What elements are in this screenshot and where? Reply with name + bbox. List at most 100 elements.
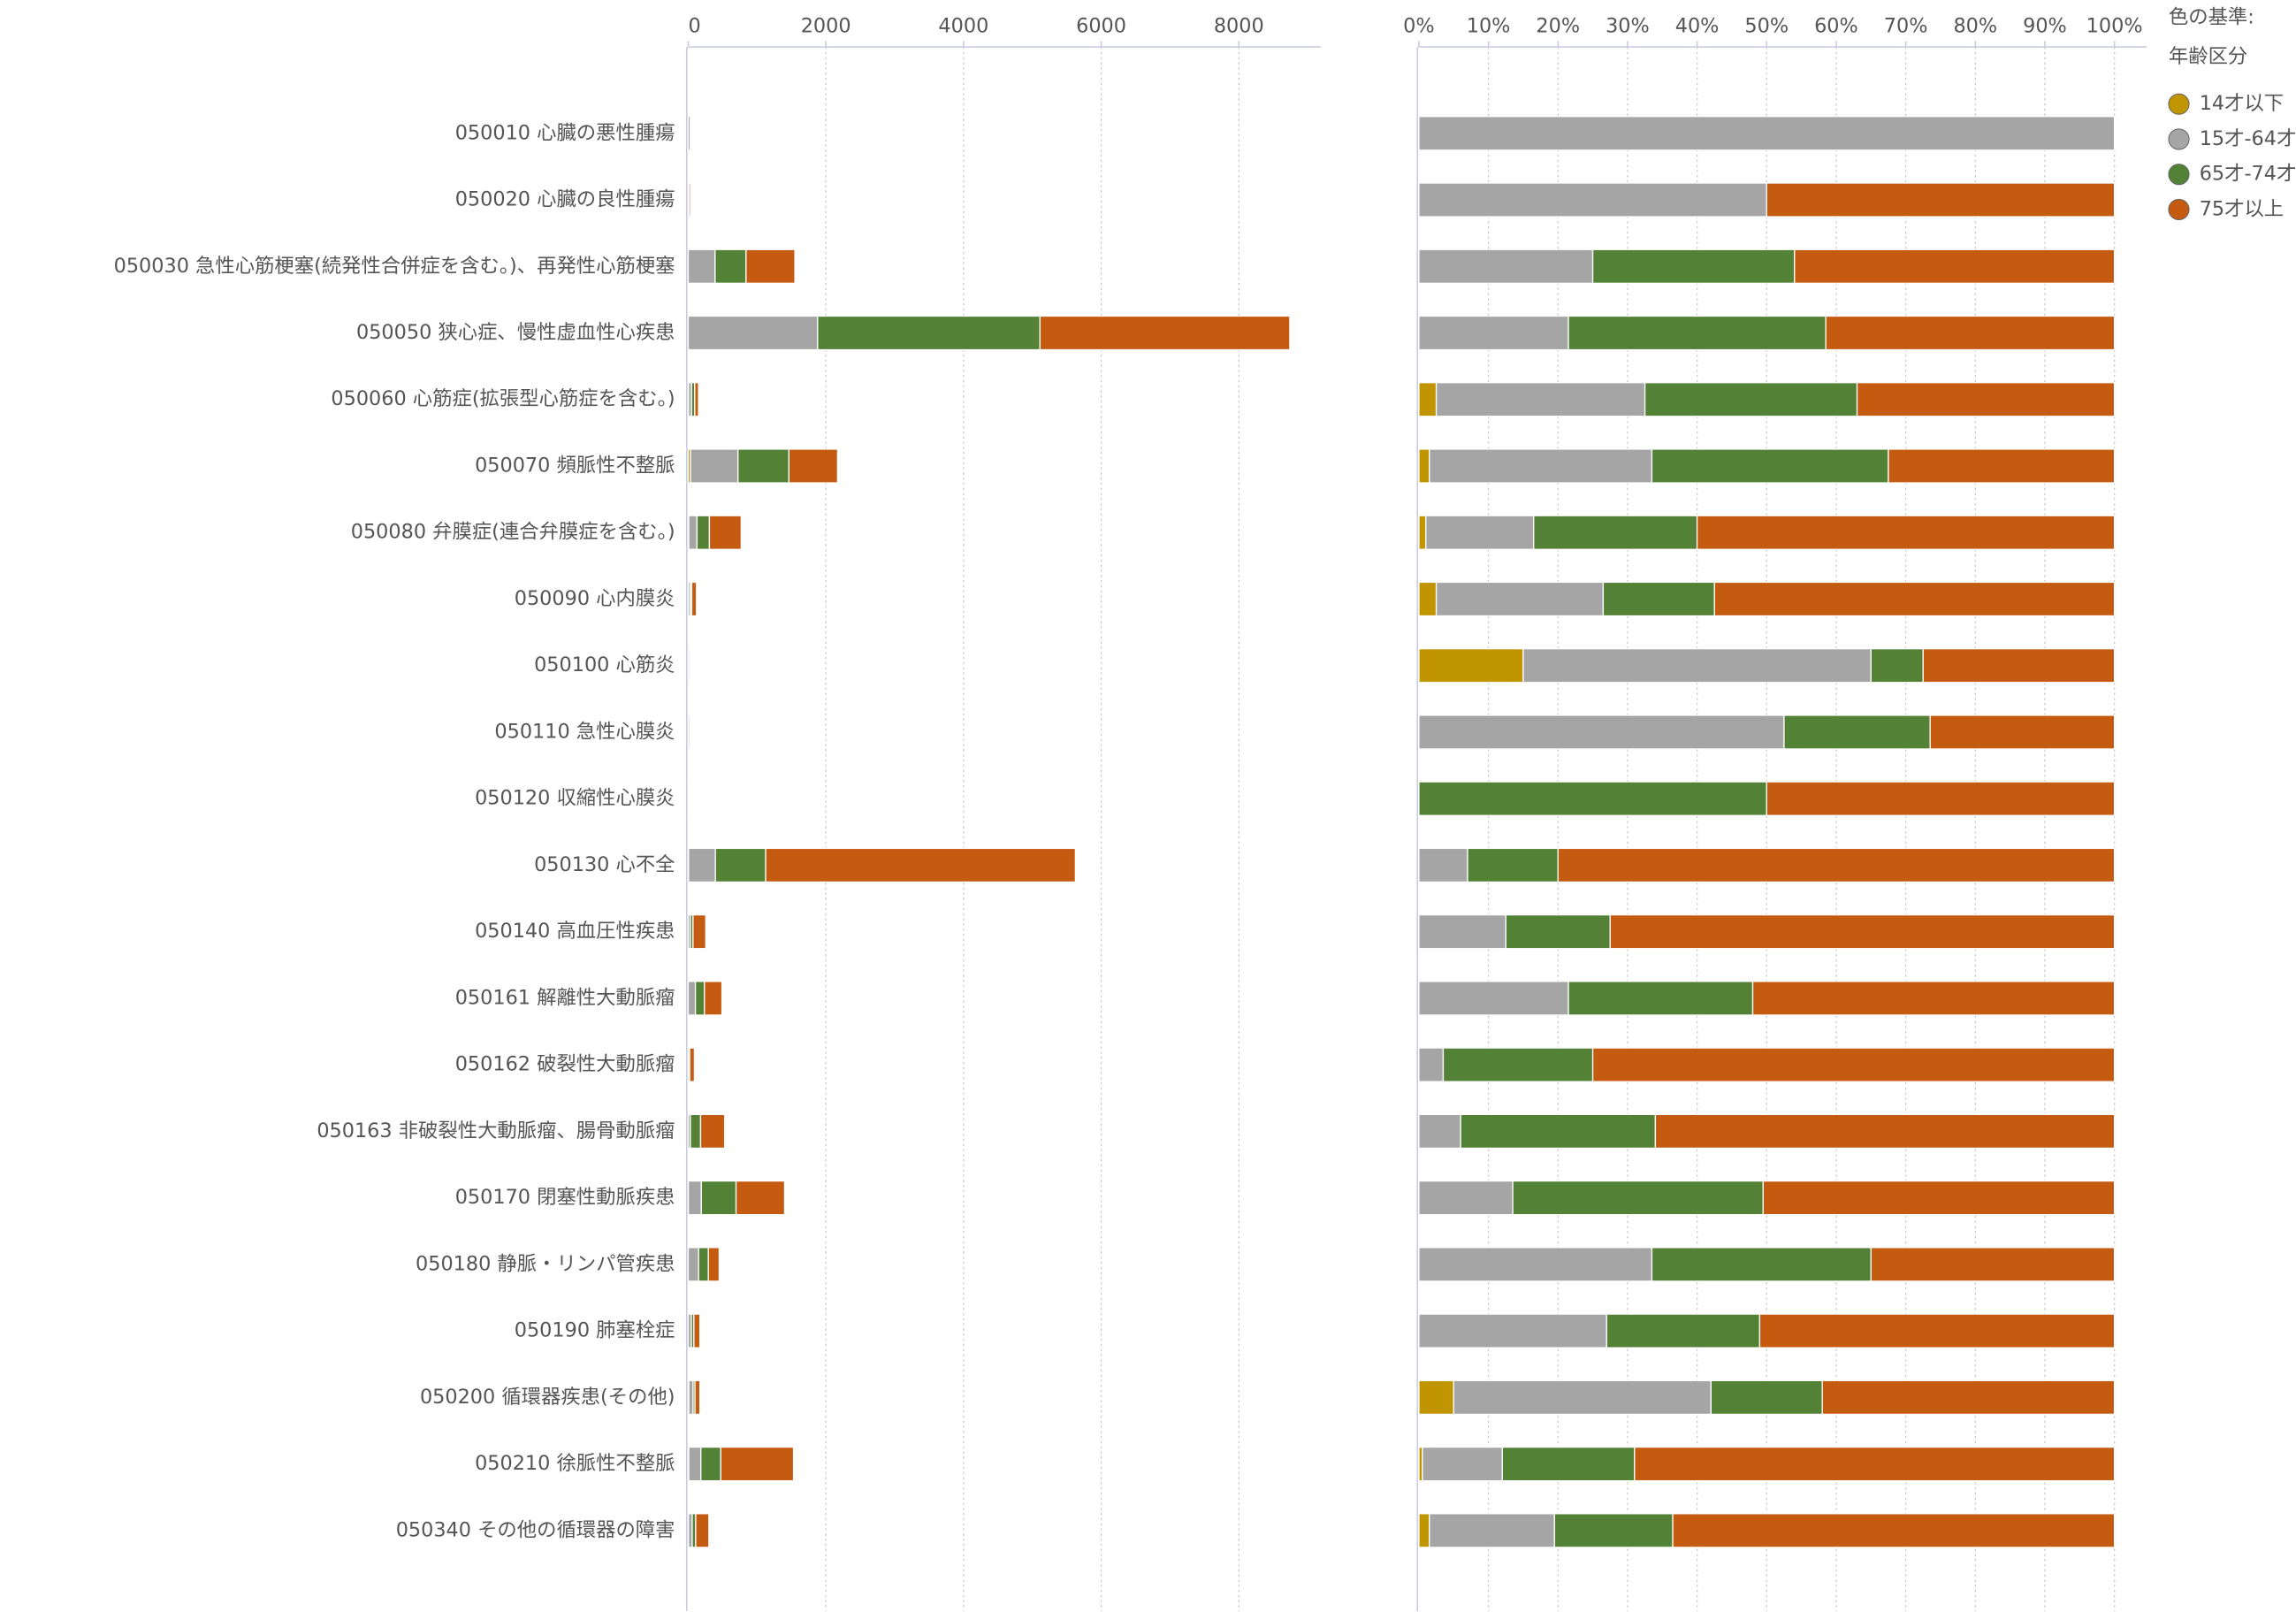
bar-segment xyxy=(1591,1047,2116,1082)
bar-segment xyxy=(687,116,691,151)
bar-segment xyxy=(1751,981,2116,1016)
x-tick-label: 50% xyxy=(1744,14,1789,37)
bar-segment xyxy=(688,1379,694,1416)
bar-segment xyxy=(1870,648,1924,684)
bar-segment xyxy=(1435,581,1605,617)
bar-segment xyxy=(1418,1180,1514,1216)
bar-segment xyxy=(688,1446,702,1482)
bar-segment xyxy=(1418,648,1524,684)
bar-segment xyxy=(1418,382,1438,417)
bar-segment xyxy=(1922,648,2116,684)
bar-segment xyxy=(1710,1379,1823,1416)
bar-segment xyxy=(689,1047,696,1082)
bar-segment xyxy=(1651,448,1889,484)
bar-segment xyxy=(1634,1446,2116,1482)
x-tick-label: 4000 xyxy=(938,14,988,37)
legend-swatch xyxy=(2168,93,2190,115)
category-label: 050170 閉塞性動脈疾患 xyxy=(455,1186,675,1209)
bar-segment xyxy=(1553,1513,1674,1548)
bar-segment xyxy=(689,182,692,218)
x-tick-label: 2000 xyxy=(801,14,851,37)
bar-segment xyxy=(788,448,839,484)
bar-segment xyxy=(1501,1446,1636,1482)
category-label: 050060 心筋症(拡張型心筋症を含む。) xyxy=(331,387,675,410)
bar-segment xyxy=(1713,581,2116,617)
bar-segment xyxy=(1609,913,2116,950)
bar-segment xyxy=(765,847,1077,883)
category-label: 050090 心内膜炎 xyxy=(515,587,675,610)
category-label: 050030 急性心筋梗塞(続発性合併症を含む。)、再発性心筋梗塞 xyxy=(114,255,675,278)
bar-segment xyxy=(690,581,698,617)
bar-segment xyxy=(1418,1047,1445,1082)
bar-segment xyxy=(1766,781,2116,816)
bar-segment xyxy=(1418,515,1427,550)
bar-segment xyxy=(714,847,767,883)
bar-segment xyxy=(1418,448,1430,484)
bar-segment xyxy=(687,1180,702,1216)
bar-segment xyxy=(694,382,699,417)
bar-segment xyxy=(696,515,711,550)
x-tick-label: 40% xyxy=(1675,14,1720,37)
bar-segment xyxy=(1429,1513,1555,1548)
x-tick-label: 80% xyxy=(1953,14,1997,37)
x-tick-label: 8000 xyxy=(1214,14,1264,37)
bar-segment xyxy=(688,781,690,816)
bar-segment xyxy=(698,1247,709,1282)
bar-segment xyxy=(737,448,790,484)
bar-segment xyxy=(693,1313,701,1348)
bar-segment xyxy=(1460,1113,1657,1150)
bar-segment xyxy=(1651,1247,1872,1282)
x-tick-label: 20% xyxy=(1536,14,1580,37)
bar-segment xyxy=(1644,382,1858,417)
bar-segment xyxy=(1783,714,1931,750)
bar-segment xyxy=(1425,515,1535,550)
category-label: 050140 高血圧性疾患 xyxy=(475,920,675,943)
category-label: 050120 収縮性心膜炎 xyxy=(475,787,675,810)
bar-segment xyxy=(1821,1379,2116,1416)
x-tick-label: 10% xyxy=(1467,14,1511,37)
bar-segment xyxy=(1825,315,2116,351)
category-label: 050050 狭心症、慢性虚血性心疾患 xyxy=(356,321,675,344)
x-tick-label: 70% xyxy=(1884,14,1928,37)
bar-segment xyxy=(1929,714,2116,750)
bar-segment xyxy=(707,1247,721,1282)
bar-segment xyxy=(1766,182,2116,218)
x-tick-label: 0 xyxy=(688,14,700,37)
bar-segment xyxy=(700,1446,722,1482)
bar-segment xyxy=(1856,382,2116,417)
bar-segment xyxy=(1557,847,2116,883)
x-tick-label: 60% xyxy=(1814,14,1858,37)
bar-segment xyxy=(694,981,706,1016)
bar-segment xyxy=(1418,1313,1607,1348)
bar-segment xyxy=(690,648,692,684)
bar-segment xyxy=(690,448,739,484)
bar-segment xyxy=(1418,847,1468,883)
bar-segment xyxy=(1418,1513,1430,1548)
bar-segment xyxy=(745,248,796,284)
bar-segment xyxy=(1418,1247,1653,1282)
bar-segment xyxy=(690,714,692,750)
bar-segment xyxy=(817,315,1041,351)
bar-segment xyxy=(700,1180,737,1216)
x-tick-label: 90% xyxy=(2023,14,2067,37)
category-label: 050070 頻脈性不整脈 xyxy=(475,454,675,477)
legend-swatch xyxy=(2168,164,2190,186)
x-tick-label: 100% xyxy=(2086,14,2143,37)
bar-segment xyxy=(688,515,698,550)
legend-label: 65才-74才 xyxy=(2200,163,2296,186)
category-label: 050100 心筋炎 xyxy=(534,653,675,676)
bar-segment xyxy=(1435,382,1646,417)
bar-segment xyxy=(714,248,747,284)
bar-segment xyxy=(1758,1313,2116,1348)
bar-segment xyxy=(704,981,723,1016)
bar-segment xyxy=(1568,315,1827,351)
bar-segment xyxy=(1522,648,1872,684)
category-label: 050110 急性心膜炎 xyxy=(494,720,675,743)
bar-segment xyxy=(1418,781,1767,816)
legend-swatch xyxy=(2168,198,2190,221)
bar-segment xyxy=(1762,1180,2116,1216)
category-label: 050010 心臓の悪性腫瘍 xyxy=(455,121,675,144)
bar-segment xyxy=(1418,581,1438,617)
bar-segment xyxy=(1418,714,1785,750)
bar-segment xyxy=(1794,248,2116,284)
